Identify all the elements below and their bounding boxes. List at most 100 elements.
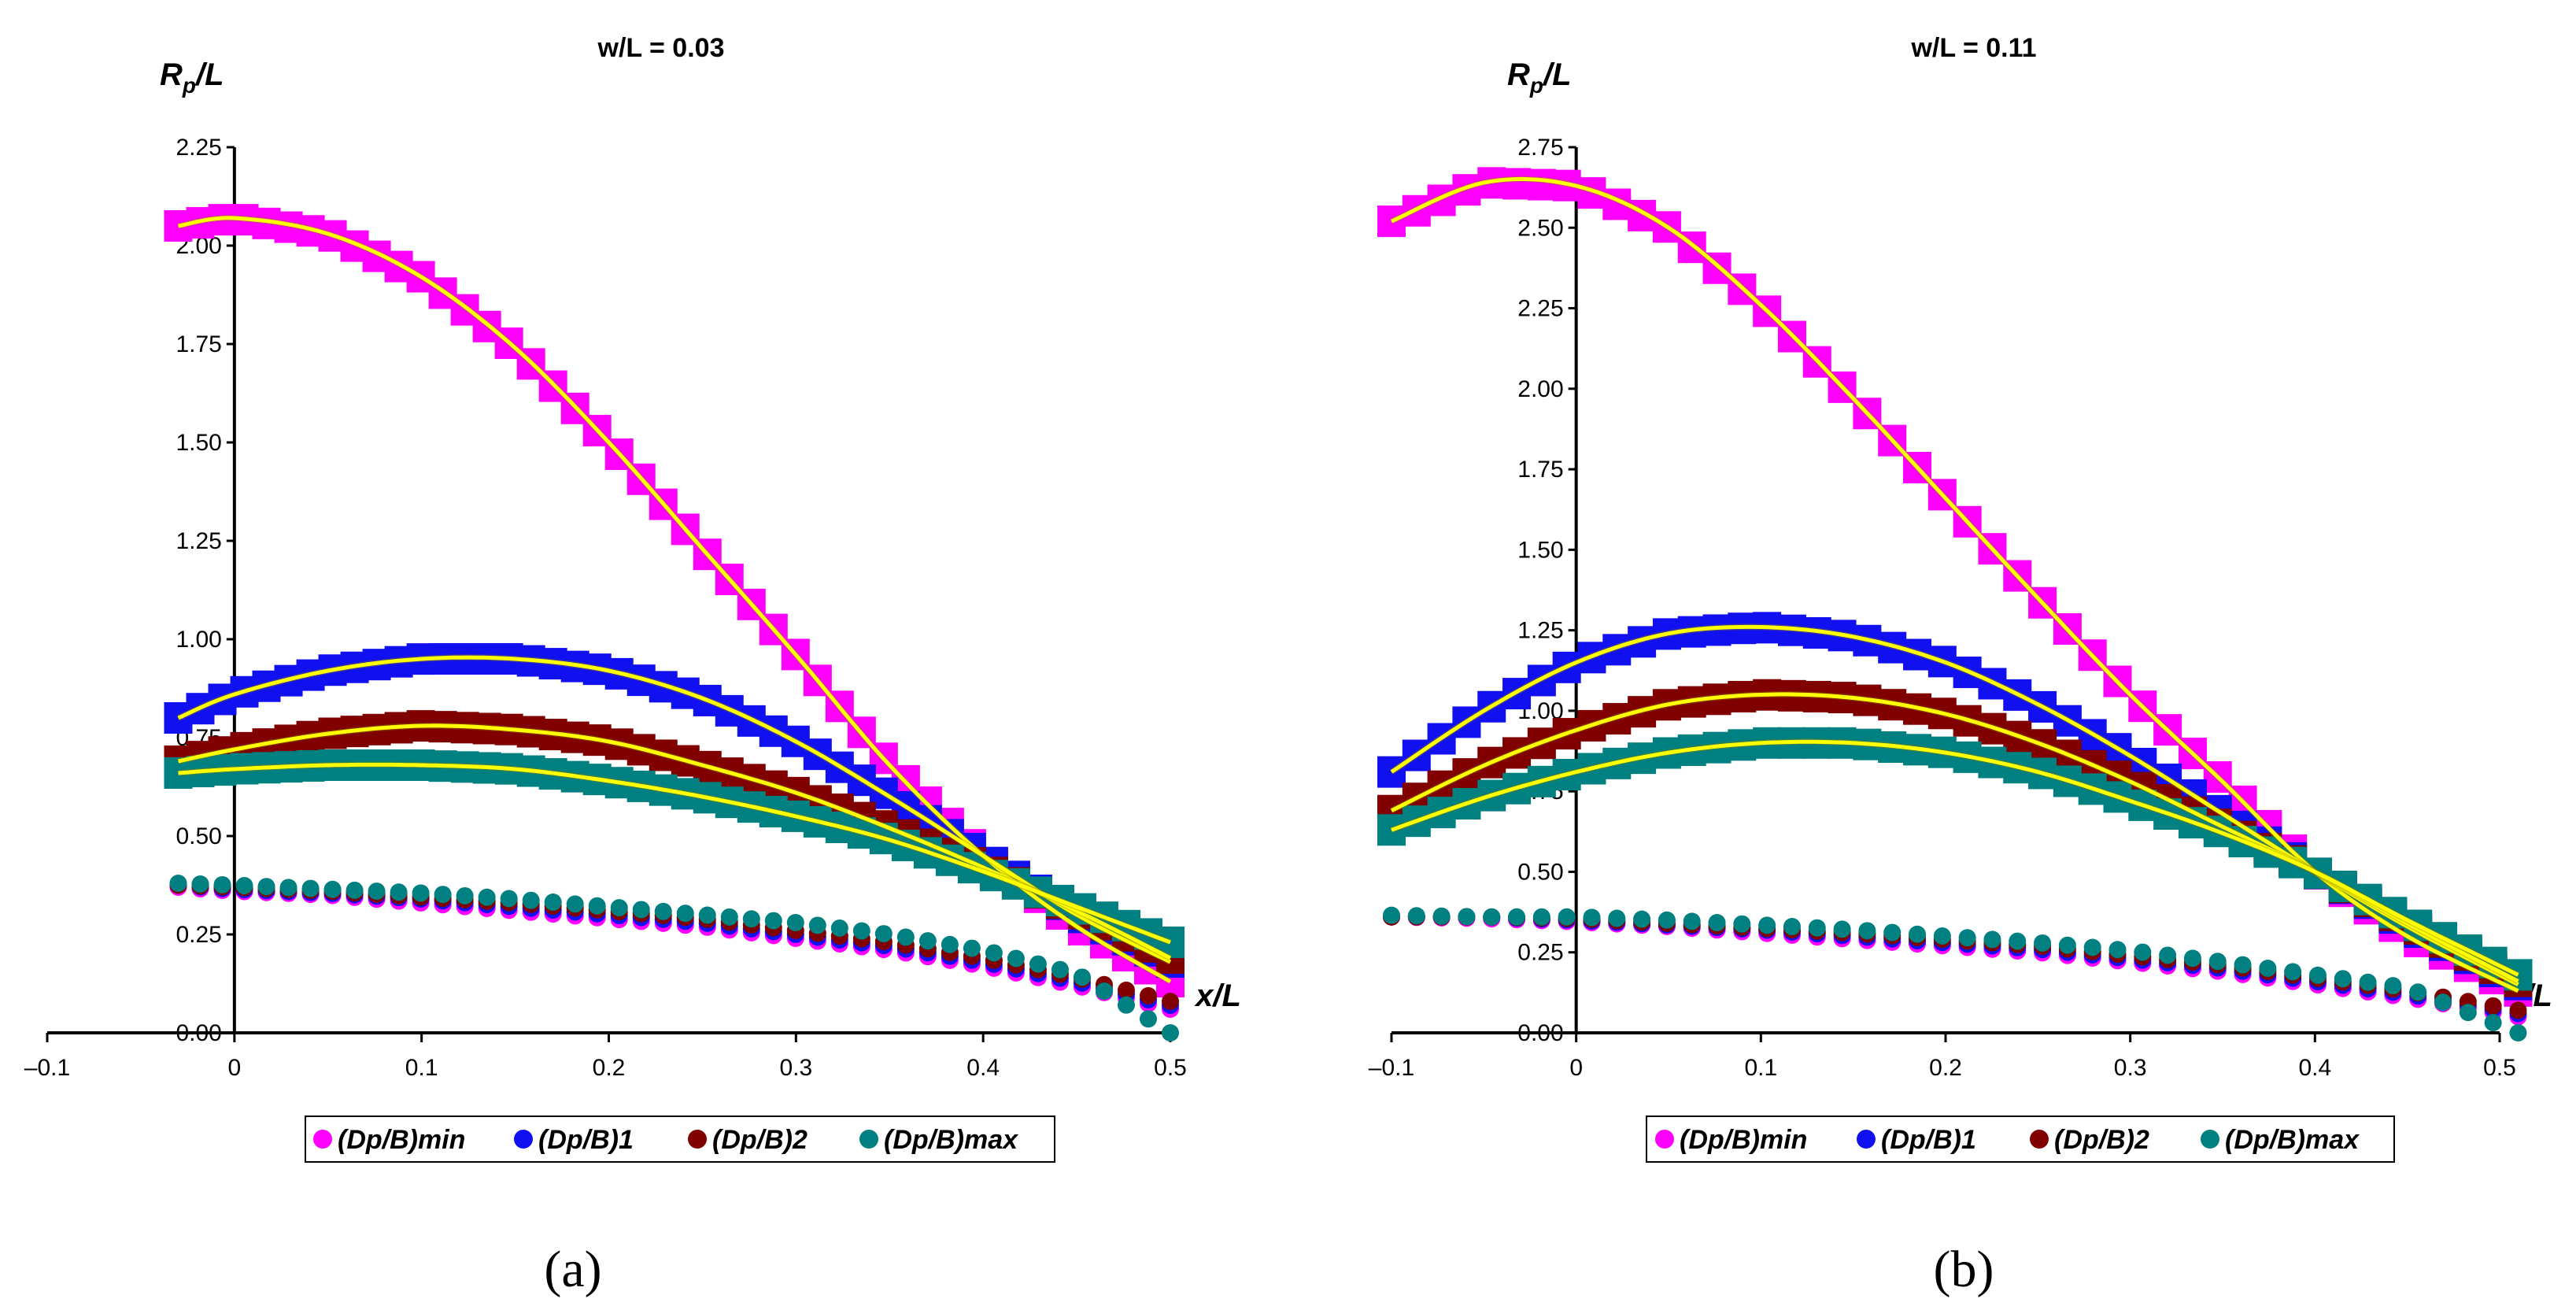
data-point <box>1658 911 1676 929</box>
data-point <box>500 890 518 908</box>
data-point <box>1808 919 1826 937</box>
legend-item: (Dp/B)2 <box>688 1125 808 1155</box>
dots-(Dp/B)min <box>1383 908 2527 1026</box>
data-point <box>390 883 408 901</box>
legend-item: (Dp/B)2 <box>2030 1125 2149 1155</box>
panel-a: w/L = 0.03 Rp/L x/L –0.1 0 0.1 0.2 0.3 0.4 0.5… <box>24 33 1241 1298</box>
data-point <box>2009 932 2027 950</box>
x-tick-label: 0.5 <box>2483 1055 2516 1081</box>
data-point <box>566 895 584 913</box>
data-marker <box>1377 756 1406 788</box>
data-point <box>1508 908 1526 926</box>
series-(Dp/B)max <box>164 749 1185 958</box>
panel-b: w/L = 0.11 Rp/L x/L –0.100.10.20.30.40.5… <box>1369 33 2552 1298</box>
data-point <box>1883 923 1902 942</box>
data-point <box>896 928 915 946</box>
data-point <box>456 886 474 905</box>
legend-label: (Dp/B)max <box>884 1125 1019 1155</box>
y-axis-label: Rp/L <box>160 57 224 98</box>
x-tick-label: 0.5 <box>1154 1055 1187 1081</box>
data-point <box>1051 960 1069 979</box>
legend-marker <box>514 1130 533 1149</box>
legend-marker <box>2030 1130 2049 1149</box>
data-point <box>1029 955 1047 973</box>
x-tick-label: 0 <box>1569 1055 1583 1081</box>
x-tick-label: 0 <box>227 1055 241 1081</box>
data-point <box>1608 909 1626 927</box>
series-(Dp/B)1 <box>164 643 1185 978</box>
trendline <box>177 655 1172 964</box>
x-tick-label: 0.1 <box>1744 1055 1777 1081</box>
data-point <box>2334 970 2352 988</box>
data-point <box>720 908 738 926</box>
y-tick-label: 0.00 <box>176 1020 221 1046</box>
data-point <box>1683 912 1701 930</box>
x-tick-label: 0.2 <box>593 1055 626 1081</box>
data-point <box>478 888 496 906</box>
data-point <box>323 880 342 898</box>
legend-marker <box>1655 1130 1674 1149</box>
y-tick-label: 2.50 <box>1517 215 1563 241</box>
series-(Dp/B)2 <box>164 710 1185 974</box>
data-point <box>2484 997 2502 1015</box>
data-point <box>1007 949 1025 967</box>
data-point <box>1117 981 1135 999</box>
data-point <box>632 901 650 919</box>
y-tick-label: 1.50 <box>176 430 221 456</box>
data-point <box>2409 983 2427 1001</box>
y-tick-label: 0.25 <box>1517 940 1563 966</box>
plot-area: –0.100.10.20.30.40.50.000.250.500.751.00… <box>1369 135 2533 1081</box>
chart-title: w/L = 0.03 <box>597 33 725 63</box>
legend-item: (Dp/B)min <box>1655 1125 1807 1155</box>
legend-marker <box>313 1130 332 1149</box>
trendline <box>177 723 1172 960</box>
y-tick-label: 1.50 <box>1517 537 1563 563</box>
data-point <box>963 939 981 957</box>
y-tick-label: 2.25 <box>176 135 221 161</box>
y-tick-label: 0.50 <box>176 823 221 849</box>
data-point <box>918 932 937 950</box>
data-point <box>1073 968 1091 986</box>
data-point <box>1633 910 1651 928</box>
legend-item: (Dp/B)max <box>859 1125 1019 1155</box>
data-point <box>1162 993 1179 1010</box>
legend-label: (Dp/B)min <box>1680 1125 1807 1155</box>
x-tick-label: 0.3 <box>2114 1055 2147 1081</box>
data-point <box>1407 907 1425 925</box>
data-point <box>2183 949 2201 967</box>
data-point <box>235 877 253 895</box>
y-tick-label: 2.75 <box>1517 135 1563 161</box>
y-tick-label: 0.25 <box>176 922 221 948</box>
data-point <box>1162 1024 1179 1041</box>
data-point <box>654 902 672 920</box>
data-point <box>2083 938 2101 956</box>
legend-marker <box>2201 1130 2219 1149</box>
data-point <box>830 919 848 937</box>
legend-item: (Dp/B)1 <box>514 1125 634 1155</box>
data-point <box>1583 908 1601 927</box>
data-point <box>2234 956 2252 974</box>
data-point <box>874 925 893 943</box>
data-point <box>301 879 320 897</box>
legend-label: (Dp/B)min <box>338 1125 465 1155</box>
data-point <box>279 879 298 897</box>
data-point <box>1909 925 1927 943</box>
data-point <box>1858 922 1876 940</box>
data-point <box>169 875 187 892</box>
data-point <box>1432 907 1451 925</box>
x-tick-label: –0.1 <box>1369 1055 1414 1081</box>
data-point <box>412 884 430 902</box>
data-point <box>1758 916 1776 934</box>
data-point <box>1117 996 1135 1014</box>
data-point <box>1983 930 2001 949</box>
data-point <box>522 891 540 909</box>
data-point <box>2308 966 2327 984</box>
legend-label: (Dp/B)2 <box>2054 1125 2149 1155</box>
legend-marker <box>859 1130 878 1149</box>
data-point <box>2058 936 2076 954</box>
data-point <box>2384 977 2402 995</box>
x-tick-label: 0.4 <box>2298 1055 2331 1081</box>
legend-marker <box>688 1130 707 1149</box>
